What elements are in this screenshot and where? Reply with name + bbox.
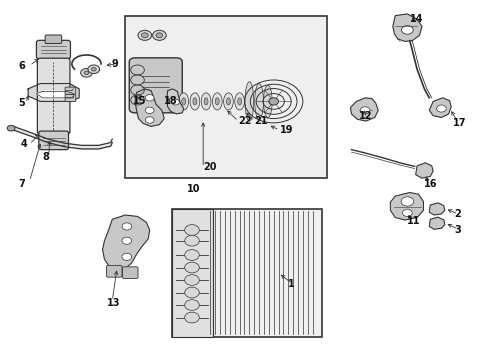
FancyBboxPatch shape [45, 35, 61, 44]
Ellipse shape [182, 98, 185, 105]
Circle shape [145, 117, 154, 123]
Circle shape [145, 107, 154, 113]
Circle shape [184, 225, 199, 235]
Circle shape [436, 105, 446, 112]
Circle shape [138, 30, 151, 40]
Ellipse shape [223, 93, 233, 110]
Ellipse shape [212, 93, 222, 110]
Text: 10: 10 [186, 184, 200, 194]
Bar [171, 208, 212, 337]
Ellipse shape [201, 93, 210, 110]
Circle shape [360, 107, 369, 114]
Ellipse shape [254, 84, 263, 119]
Polygon shape [102, 215, 149, 270]
Circle shape [184, 275, 199, 285]
Circle shape [122, 253, 131, 260]
Text: 21: 21 [254, 116, 267, 126]
Bar [171, 208, 322, 337]
Polygon shape [166, 89, 183, 114]
Circle shape [145, 95, 154, 101]
FancyBboxPatch shape [122, 267, 138, 279]
Circle shape [122, 237, 131, 244]
Circle shape [171, 99, 179, 105]
Circle shape [7, 125, 15, 131]
FancyBboxPatch shape [37, 58, 70, 134]
FancyBboxPatch shape [39, 131, 68, 150]
Circle shape [184, 262, 199, 273]
FancyBboxPatch shape [106, 265, 122, 277]
Text: 6: 6 [19, 61, 25, 71]
Circle shape [184, 312, 199, 323]
Text: 15: 15 [132, 96, 146, 107]
Circle shape [91, 67, 96, 71]
Text: 20: 20 [203, 162, 216, 172]
Ellipse shape [263, 85, 272, 117]
Polygon shape [28, 84, 79, 102]
Ellipse shape [190, 93, 200, 110]
Circle shape [88, 65, 100, 73]
Circle shape [156, 33, 163, 38]
Text: 4: 4 [21, 139, 27, 149]
Text: 7: 7 [19, 179, 25, 189]
Circle shape [184, 300, 199, 310]
Ellipse shape [234, 93, 244, 110]
Ellipse shape [215, 98, 219, 105]
Text: 17: 17 [452, 118, 465, 128]
Text: 12: 12 [358, 111, 371, 121]
Circle shape [401, 26, 412, 34]
Polygon shape [36, 91, 73, 98]
Text: 18: 18 [164, 96, 178, 107]
Text: 2: 2 [454, 209, 460, 219]
Circle shape [402, 209, 411, 216]
Text: 14: 14 [409, 14, 423, 24]
Circle shape [400, 197, 413, 206]
Ellipse shape [226, 98, 230, 105]
Ellipse shape [179, 93, 188, 110]
Circle shape [184, 235, 199, 246]
Bar [125, 16, 326, 178]
Polygon shape [135, 89, 164, 126]
FancyBboxPatch shape [65, 87, 76, 94]
Ellipse shape [244, 82, 253, 121]
Circle shape [84, 71, 89, 75]
Polygon shape [350, 98, 377, 121]
Text: 11: 11 [407, 216, 420, 226]
Text: 9: 9 [112, 59, 118, 69]
Ellipse shape [193, 98, 197, 105]
Ellipse shape [237, 98, 241, 105]
Polygon shape [415, 163, 432, 178]
Text: 19: 19 [279, 125, 292, 135]
FancyBboxPatch shape [129, 58, 182, 113]
Text: 16: 16 [424, 179, 437, 189]
Polygon shape [389, 193, 423, 220]
Polygon shape [428, 203, 444, 215]
Polygon shape [428, 98, 450, 117]
Ellipse shape [203, 98, 207, 105]
Text: 5: 5 [19, 98, 25, 108]
Circle shape [268, 98, 278, 105]
FancyBboxPatch shape [36, 40, 70, 59]
FancyBboxPatch shape [65, 94, 76, 102]
Circle shape [184, 287, 199, 298]
Polygon shape [428, 217, 444, 229]
Text: 8: 8 [42, 152, 49, 162]
Text: 1: 1 [287, 279, 294, 289]
Circle shape [122, 223, 131, 230]
Circle shape [152, 30, 166, 40]
Text: 13: 13 [107, 298, 121, 308]
Polygon shape [392, 14, 421, 41]
Circle shape [81, 68, 92, 77]
Circle shape [184, 249, 199, 260]
Text: 3: 3 [454, 225, 460, 235]
Circle shape [141, 33, 148, 38]
Text: 22: 22 [238, 116, 251, 126]
